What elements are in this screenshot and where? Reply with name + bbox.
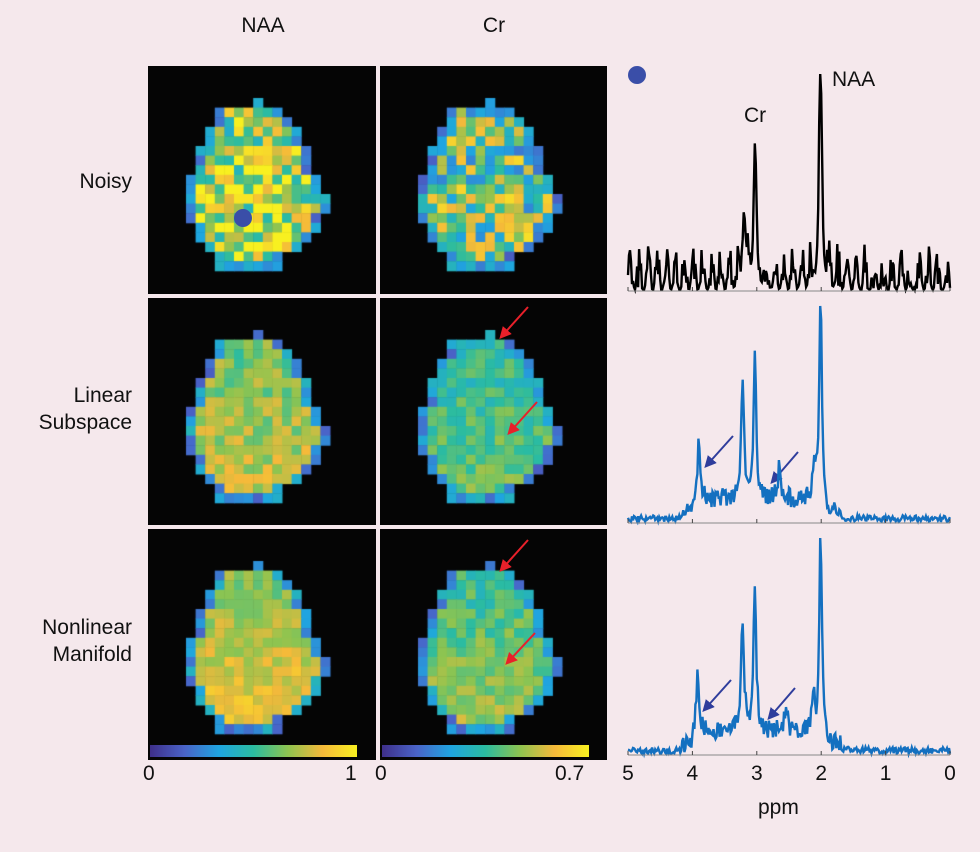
naa-map-linear-image <box>148 298 376 525</box>
naa-map-nonlinear-image <box>148 529 376 760</box>
x-axis-label: ppm <box>758 796 799 819</box>
naa-map-noisy <box>148 66 376 294</box>
cr-colorbar-min: 0 <box>375 762 387 785</box>
x-tick-label: 5 <box>622 762 634 785</box>
spectrum-line-noisy <box>626 73 952 295</box>
blue-arrow-icon <box>767 687 796 721</box>
cr-map-noisy-image <box>380 66 607 294</box>
x-tick-label: 3 <box>750 762 763 785</box>
row-label-noisy: Noisy <box>79 168 132 195</box>
naa-map-nonlinear <box>148 529 376 760</box>
x-tick-label: 2 <box>815 762 828 785</box>
naa-colorbar-min: 0 <box>143 762 155 785</box>
row-label-line: Linear <box>73 384 132 407</box>
naa-colorbar <box>150 745 357 757</box>
spectrum-line-linear-subspace <box>626 305 952 526</box>
column-title-naa: NAA <box>241 14 285 37</box>
peak-label-cr: Cr <box>744 104 767 127</box>
blue-arrow-icon <box>704 435 734 468</box>
naa-colorbar-max: 1 <box>345 762 357 785</box>
red-arrow-icon <box>499 539 529 572</box>
column-title-cr: Cr <box>482 14 506 37</box>
spectrum-line-nonlinear-manifold <box>627 537 952 759</box>
row-label-linear-subspace: Linear Subspace <box>39 382 132 436</box>
cr-map-nonlinear <box>380 529 607 760</box>
cr-colorbar-max: 0.7 <box>555 762 585 785</box>
voxel-marker-legend <box>628 66 646 84</box>
cr-map-linear <box>380 298 607 525</box>
row-label-nonlinear-manifold: Nonlinear Manifold <box>42 614 132 668</box>
row-label-line: Manifold <box>52 643 132 666</box>
x-tick-label: 0 <box>944 762 956 785</box>
red-arrow-icon <box>507 401 538 435</box>
blue-arrow-icon <box>702 679 732 712</box>
row-label-line: Subspace <box>38 411 132 434</box>
row-label-line: Nonlinear <box>42 616 132 639</box>
cr-colorbar <box>382 745 589 757</box>
naa-map-noisy-image <box>148 66 376 294</box>
red-arrow-icon <box>499 306 529 339</box>
cr-map-linear-image <box>380 298 607 525</box>
cr-map-noisy <box>380 66 607 294</box>
naa-map-linear <box>148 298 376 525</box>
voxel-marker <box>234 209 252 227</box>
cr-map-nonlinear-image <box>380 529 607 760</box>
row-label-line: Noisy <box>79 170 132 193</box>
peak-label-naa: NAA <box>832 68 876 91</box>
x-tick-label: 4 <box>686 762 699 785</box>
x-tick-label: 1 <box>879 762 892 785</box>
red-arrow-icon <box>505 632 536 665</box>
